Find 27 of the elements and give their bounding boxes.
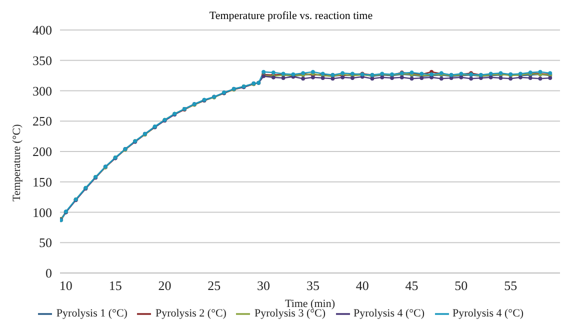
legend-label: Pyrolysis 3 (°C)	[254, 308, 326, 320]
x-axis-title: Time (min)	[284, 298, 336, 310]
y-tick-label: 250	[32, 114, 52, 129]
x-tick-label: 50	[454, 278, 468, 294]
y-tick-label: 50	[39, 235, 52, 250]
y-axis-title: Temperature (°C)	[10, 124, 23, 202]
y-tick-label: 100	[32, 204, 52, 220]
legend-label: Pyrolysis 4 (°C)	[452, 308, 524, 320]
x-tick-label: 20	[158, 278, 172, 294]
y-tick-label: 0	[46, 266, 52, 281]
x-tick-label: 10	[59, 278, 72, 294]
x-tick-label: 30	[257, 278, 270, 294]
legend-label: Pyrolysis 2 (°C)	[155, 308, 226, 320]
legend-label: Pyrolysis 1 (°C)	[56, 308, 128, 320]
chart-title: Temperature profile vs. reaction time	[208, 9, 374, 24]
y-tick-label: 350	[32, 52, 52, 68]
x-tick-label: 25	[208, 278, 221, 294]
legend-label: Pyrolysis 4 (°C)	[354, 308, 425, 320]
y-tick-label: 200	[32, 144, 52, 160]
x-tick-label: 15	[108, 278, 122, 294]
x-tick-label: 45	[405, 278, 418, 294]
y-tick-label: 400	[32, 22, 52, 38]
x-tick-label: 40	[356, 278, 369, 294]
x-tick-label: 35	[306, 278, 320, 294]
y-tick-label: 300	[32, 83, 52, 98]
x-tick-label: 55	[504, 278, 518, 294]
y-tick-label: 150	[32, 174, 52, 190]
